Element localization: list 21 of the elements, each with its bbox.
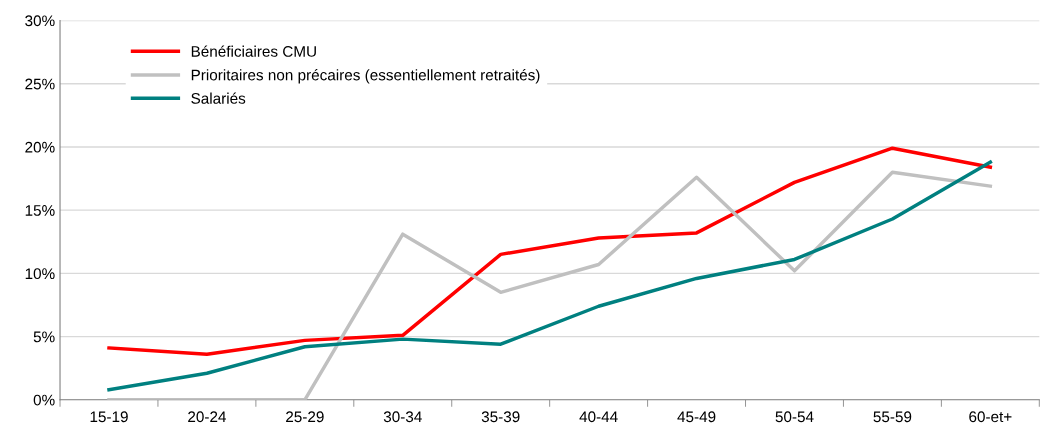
line-series [107,146,993,357]
x-tick-label: 55-59 [873,411,912,423]
y-tick-label: 20% [25,141,55,153]
x-tick-label: 15-19 [90,411,128,423]
legend-label: Prioritaires non précaires (essentiellement retraités) [191,69,540,84]
x-tick-label: 25-29 [286,411,324,423]
y-tick-label: 15% [25,205,55,216]
x-tick-label: 60-et+ [969,411,1012,423]
y-tick-label: 0% [33,394,55,406]
x-tick-label: 45-49 [677,411,716,423]
x-tick-label: 30-34 [383,411,422,423]
y-tick-label: 30% [25,15,55,27]
x-tick-label: 35-39 [481,411,520,423]
legend-label: Salariés [191,92,246,104]
x-tick-label: 50-54 [775,411,814,423]
y-tick-label: 25% [25,78,55,90]
x-tick-label: 20-24 [188,411,227,423]
legend-label: Bénéficiaires CMU [191,45,316,57]
y-tick-label: 10% [25,268,55,280]
y-tick-label: 5% [33,331,55,343]
x-tick-label: 40-44 [579,411,618,423]
